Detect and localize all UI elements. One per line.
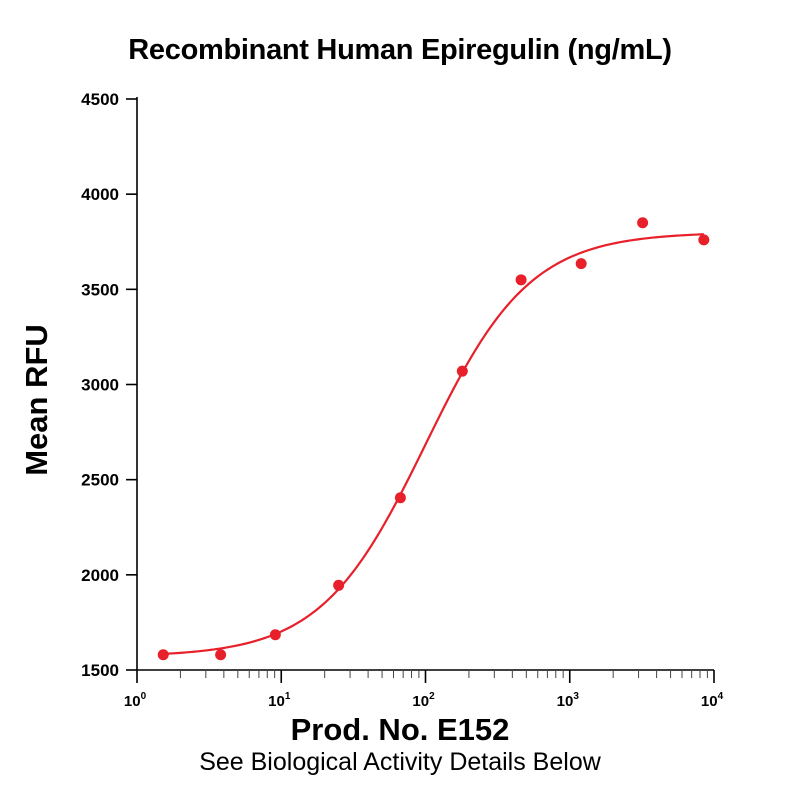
y-tick-label: 1500 <box>81 661 119 680</box>
y-tick-label: 2000 <box>81 566 119 585</box>
x-tick-label: 102 <box>412 691 435 710</box>
y-tick-label: 3000 <box>81 376 119 395</box>
chart-subtitle: See Biological Activity Details Below <box>199 748 601 776</box>
data-point <box>456 365 468 377</box>
data-point <box>157 649 169 661</box>
chart-title: Recombinant Human Epiregulin (ng/mL) <box>128 34 672 66</box>
y-tick-label: 4500 <box>81 90 119 109</box>
data-point <box>515 274 527 286</box>
x-tick-label: 104 <box>701 691 724 710</box>
x-tick-label: 100 <box>124 691 147 710</box>
y-tick-label: 3500 <box>81 280 119 299</box>
data-point <box>269 629 281 641</box>
x-tick-label: 103 <box>557 691 580 710</box>
data-point <box>333 579 345 591</box>
x-axis-label: Prod. No. E152 <box>290 712 510 747</box>
y-tick-label: 4000 <box>81 185 119 204</box>
data-point <box>575 258 587 270</box>
x-tick-label: 101 <box>268 691 291 710</box>
y-tick-label: 2500 <box>81 471 119 490</box>
data-point <box>215 649 227 661</box>
data-point <box>698 234 710 246</box>
data-point <box>637 217 649 229</box>
fit-curve <box>163 233 704 655</box>
data-point <box>394 492 406 504</box>
